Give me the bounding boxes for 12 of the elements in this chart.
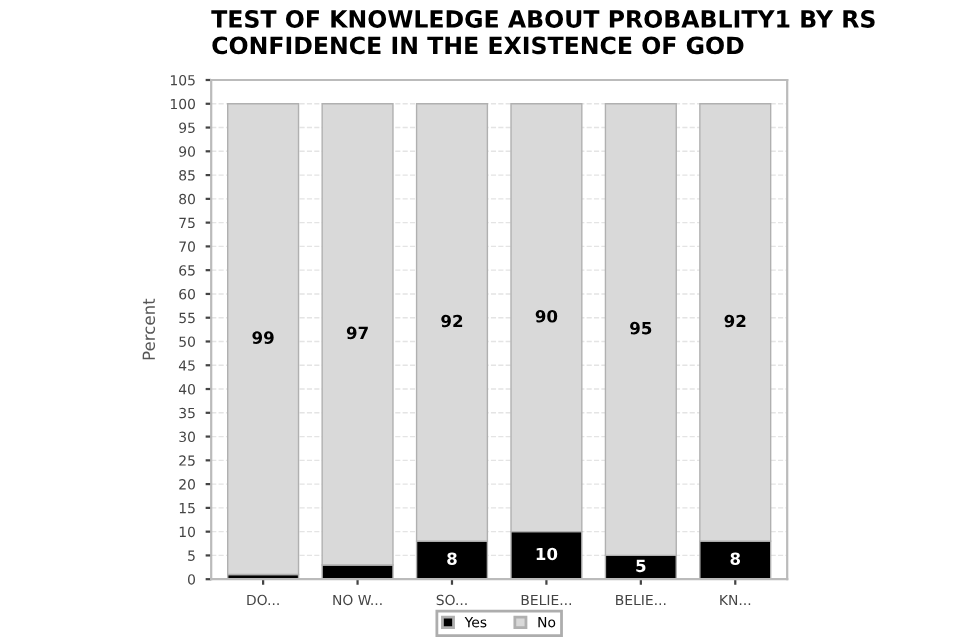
y-axis-title: Percent bbox=[142, 298, 156, 360]
data-label: 97 bbox=[346, 326, 368, 340]
data-label: 8 bbox=[730, 552, 741, 566]
chart-title: TEST OF KNOWLEDGE ABOUT PROBABLITY1 BY RS CONFIDENCE IN THE EXISTENCE OF GOD bbox=[211, 10, 875, 55]
data-label: 8 bbox=[447, 552, 457, 566]
data-label: 95 bbox=[630, 321, 652, 335]
data-label: 5 bbox=[636, 559, 646, 573]
data-label: 90 bbox=[535, 309, 558, 323]
data-label: 10 bbox=[536, 547, 558, 561]
data-label: 92 bbox=[724, 314, 746, 328]
data-label: 92 bbox=[441, 314, 463, 328]
data-label: 99 bbox=[252, 331, 274, 344]
